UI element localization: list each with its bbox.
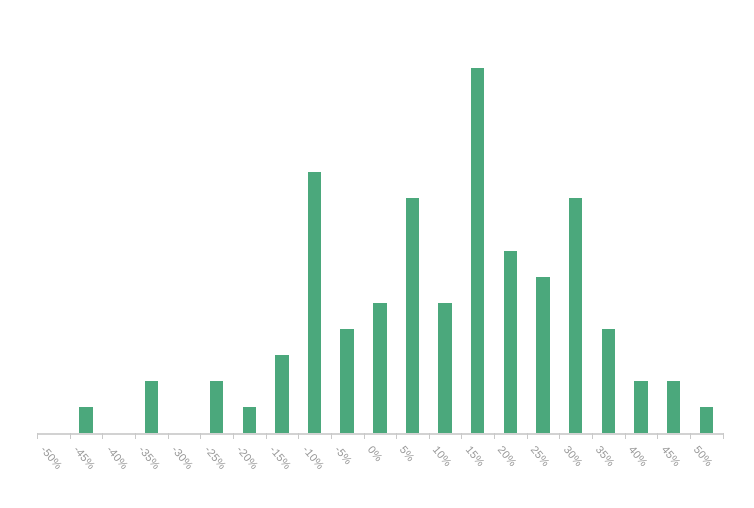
x-axis-tick xyxy=(232,433,234,439)
bar--5% xyxy=(340,328,354,433)
x-axis-tick xyxy=(461,433,463,439)
bar--35% xyxy=(144,380,158,433)
x-axis-tick xyxy=(526,433,528,439)
x-axis-tick xyxy=(494,433,496,439)
bar-45% xyxy=(666,380,681,433)
x-axis-tick xyxy=(69,433,71,439)
x-axis-tick xyxy=(363,433,365,439)
x-axis-tick xyxy=(167,433,169,439)
bar--10% xyxy=(307,172,322,433)
x-axis-tick xyxy=(722,433,724,439)
x-axis-tick xyxy=(37,433,38,439)
x-axis-tick xyxy=(200,433,202,439)
bar-35% xyxy=(601,328,616,433)
x-axis-tick xyxy=(690,433,691,439)
bar-5% xyxy=(405,198,420,433)
x-axis-tick xyxy=(102,433,104,439)
bar-20% xyxy=(503,250,518,433)
bar-50% xyxy=(699,406,713,433)
bar-15% xyxy=(471,68,485,433)
x-axis-tick xyxy=(428,433,430,439)
x-axis-tick xyxy=(624,433,626,439)
x-axis-tick xyxy=(134,433,136,439)
bar-25% xyxy=(536,276,550,433)
bar--15% xyxy=(275,354,289,433)
x-axis-tick xyxy=(592,433,594,439)
x-axis-tick xyxy=(298,433,300,439)
x-axis-tick xyxy=(330,433,332,439)
x-axis-tick xyxy=(657,433,659,439)
x-axis-tick xyxy=(559,433,561,439)
bar--25% xyxy=(209,380,224,433)
bar--45% xyxy=(79,406,93,433)
bar-10% xyxy=(438,302,452,433)
x-axis-tick xyxy=(265,433,267,439)
bar-40% xyxy=(634,380,648,433)
x-axis-tick xyxy=(396,433,398,439)
bar--20% xyxy=(242,406,256,433)
bar-0% xyxy=(373,302,387,433)
bar-30% xyxy=(569,198,583,433)
x-axis-line xyxy=(37,433,723,435)
